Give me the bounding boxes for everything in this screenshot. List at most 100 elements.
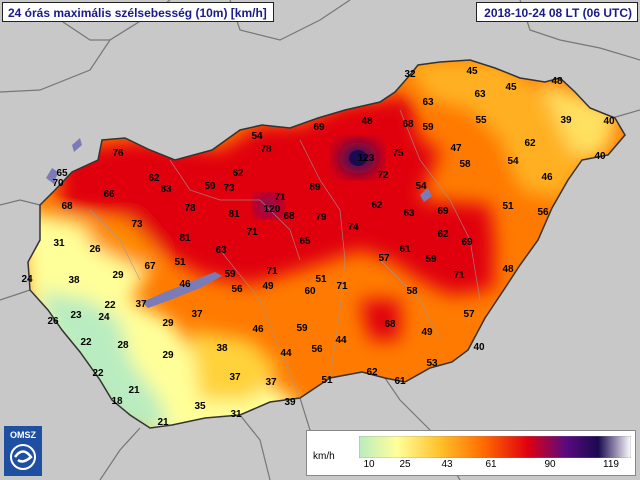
station-value-label: 72 (377, 170, 389, 181)
station-value-label: 51 (315, 274, 327, 285)
station-value-label: 59 (425, 254, 437, 265)
station-value-label: 51 (174, 257, 186, 268)
legend-unit: km/h (313, 451, 335, 462)
station-value-label: 26 (89, 244, 101, 255)
station-value-label: 123 (358, 153, 375, 164)
station-value-label: 37 (229, 372, 241, 383)
legend: km/h 10 25 43 61 90 119 (306, 430, 636, 476)
station-value-label: 78 (184, 203, 196, 214)
station-value-label: 73 (223, 183, 235, 194)
station-value-label: 68 (384, 319, 396, 330)
legend-color-bar (359, 436, 631, 458)
station-value-label: 63 (215, 245, 227, 256)
station-value-label: 21 (157, 417, 169, 428)
logo-text: OMSZ (10, 430, 37, 440)
station-value-label: 71 (246, 227, 258, 238)
legend-tick: 25 (399, 459, 411, 470)
station-value-label: 69 (461, 237, 473, 248)
station-value-label: 69 (313, 122, 325, 133)
station-value-label: 29 (112, 270, 124, 281)
station-value-label: 44 (280, 348, 292, 359)
station-value-label: 18 (111, 396, 123, 407)
station-value-label: 40 (603, 116, 615, 127)
station-value-label: 57 (463, 309, 475, 320)
station-value-label: 61 (399, 244, 411, 255)
station-value-label: 120 (264, 204, 281, 215)
station-value-label: 28 (117, 340, 129, 351)
station-value-label: 54 (415, 181, 427, 192)
station-value-label: 46 (541, 172, 553, 183)
station-value-label: 48 (551, 76, 563, 87)
station-value-label: 39 (284, 397, 296, 408)
station-value-label: 54 (251, 131, 263, 142)
station-value-label: 81 (228, 209, 240, 220)
station-value-label: 22 (104, 300, 116, 311)
lake-danube-north (72, 138, 82, 152)
station-value-label: 59 (296, 323, 308, 334)
station-value-label: 71 (453, 270, 465, 281)
station-value-label: 74 (347, 222, 359, 233)
station-value-label: 45 (466, 66, 478, 77)
station-value-label: 62 (524, 138, 536, 149)
legend-tick: 119 (603, 459, 619, 470)
station-value-label: 55 (475, 115, 487, 126)
station-value-label: 22 (80, 337, 92, 348)
station-value-label: 38 (68, 275, 80, 286)
station-value-label: 22 (92, 368, 104, 379)
station-value-label: 62 (371, 200, 383, 211)
station-value-label: 57 (378, 253, 390, 264)
station-value-label: 49 (262, 281, 274, 292)
station-value-label: 83 (160, 184, 172, 195)
station-value-label: 81 (179, 233, 191, 244)
station-value-label: 44 (335, 335, 347, 346)
station-value-label: 73 (131, 219, 143, 230)
legend-tick: 61 (485, 459, 497, 470)
station-value-label: 76 (112, 148, 124, 159)
lake-tisza (420, 188, 432, 202)
map-timestamp: 2018-10-24 08 LT (06 UTC) (476, 2, 638, 22)
station-value-label: 31 (53, 238, 65, 249)
station-value-label: 63 (474, 89, 486, 100)
station-value-label: 37 (191, 309, 203, 320)
station-value-label: 51 (502, 201, 514, 212)
station-value-label: 67 (144, 261, 156, 272)
station-value-label: 32 (404, 69, 416, 80)
station-value-label: 62 (232, 168, 244, 179)
station-value-label: 62 (148, 173, 160, 184)
station-value-label: 37 (265, 377, 277, 388)
station-value-label: 21 (128, 385, 140, 396)
station-value-label: 65 (56, 168, 68, 179)
station-value-label: 54 (507, 156, 519, 167)
station-value-label: 29 (162, 350, 174, 361)
lake-ferto (46, 168, 58, 184)
county-lines (89, 109, 481, 399)
station-value-label: 75 (392, 148, 404, 159)
station-value-label: 56 (537, 207, 549, 218)
station-value-label: 79 (315, 212, 327, 223)
station-value-label: 46 (179, 279, 191, 290)
station-value-label: 63 (422, 97, 434, 108)
station-value-label: 59 (204, 181, 216, 192)
station-value-label: 71 (274, 192, 286, 203)
station-value-label: 63 (403, 208, 415, 219)
station-value-label: 48 (502, 264, 514, 275)
station-value-label: 65 (299, 236, 311, 247)
station-value-label: 66 (103, 189, 115, 200)
station-value-label: 48 (361, 116, 373, 127)
station-value-label: 29 (162, 318, 174, 329)
station-value-label: 31 (230, 409, 242, 420)
station-value-label: 39 (560, 115, 572, 126)
station-value-label: 45 (505, 82, 517, 93)
station-value-label: 68 (402, 119, 414, 130)
station-value-label: 38 (216, 343, 228, 354)
station-value-label: 53 (426, 358, 438, 369)
map-title: 24 órás maximális szélsebesség (10m) [km… (2, 2, 274, 22)
legend-tick: 10 (363, 459, 375, 470)
station-value-label: 78 (260, 144, 272, 155)
station-value-label: 40 (473, 342, 485, 353)
station-value-label: 40 (594, 151, 606, 162)
station-value-label: 71 (266, 266, 278, 277)
station-value-label: 89 (309, 182, 321, 193)
station-value-label: 68 (283, 211, 295, 222)
